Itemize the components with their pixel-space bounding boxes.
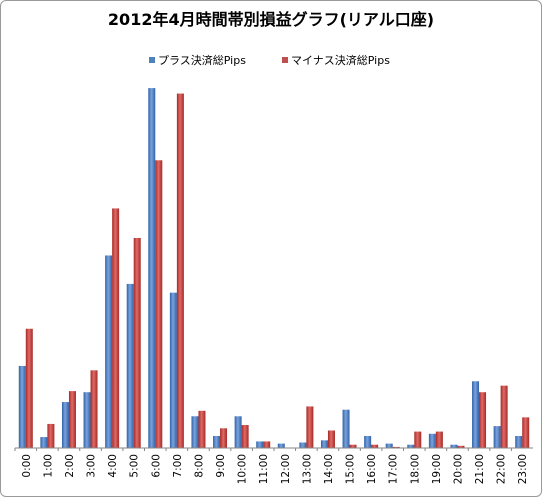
bar-plus-11:00 — [256, 441, 264, 448]
bar-minus-3:00 — [90, 370, 98, 448]
bar-minus-7:00 — [176, 93, 184, 448]
bars-group — [18, 88, 530, 449]
bar-plus-14:00 — [320, 440, 328, 448]
x-tick-label: 22:00 — [496, 454, 508, 484]
bar-minus-20:00 — [457, 445, 465, 448]
bar-plus-15:00 — [342, 409, 350, 448]
bar-minus-15:00 — [349, 444, 357, 448]
bar-plus-2:00 — [61, 402, 69, 448]
bar-plus-4:00 — [105, 255, 113, 448]
bar-minus-17:00 — [392, 446, 400, 448]
legend: プラス決済総Pips マイナス決済総Pips — [149, 53, 390, 67]
x-tick-label: 0:00 — [21, 454, 33, 478]
bar-plus-3:00 — [83, 392, 91, 448]
x-tick-label: 13:00 — [301, 454, 313, 484]
bar-minus-0:00 — [25, 328, 33, 448]
bar-plus-16:00 — [364, 435, 372, 448]
bar-minus-4:00 — [112, 208, 120, 448]
chart-title: 2012年4月時間帯別損益グラフ(リアル口座) — [108, 10, 434, 29]
bar-minus-8:00 — [198, 410, 206, 448]
bar-minus-18:00 — [414, 431, 422, 448]
bar-minus-14:00 — [327, 430, 335, 448]
legend-label-plus: プラス決済総Pips — [158, 53, 246, 67]
x-tick-label: 9:00 — [215, 454, 227, 478]
x-tick-label: 10:00 — [237, 454, 249, 484]
bar-plus-13:00 — [299, 442, 307, 448]
bar-minus-16:00 — [371, 444, 379, 448]
bar-minus-21:00 — [479, 392, 487, 448]
bar-plus-8:00 — [191, 416, 199, 448]
x-tick-label: 6:00 — [150, 454, 162, 478]
bar-plus-12:00 — [277, 443, 285, 448]
bar-minus-10:00 — [241, 425, 249, 448]
bar-minus-11:00 — [263, 441, 271, 448]
legend-swatch-plus — [149, 57, 155, 63]
x-tick-label: 19:00 — [431, 454, 443, 484]
bar-plus-20:00 — [450, 444, 458, 448]
bar-minus-1:00 — [47, 423, 55, 448]
bar-plus-21:00 — [472, 381, 480, 448]
x-tick-label: 14:00 — [323, 454, 335, 484]
x-tick-label: 17:00 — [388, 454, 400, 484]
x-tick-label: 21:00 — [474, 454, 486, 484]
x-tick-label: 5:00 — [129, 454, 141, 478]
x-tick-label: 1:00 — [42, 454, 54, 478]
bar-plus-7:00 — [169, 292, 177, 448]
bar-plus-18:00 — [407, 444, 415, 448]
bar-minus-6:00 — [155, 160, 163, 449]
bar-plus-5:00 — [126, 283, 134, 448]
bar-plus-23:00 — [515, 435, 523, 448]
x-tick-label: 18:00 — [409, 454, 421, 484]
x-tick-label: 2:00 — [64, 454, 76, 478]
bar-plus-6:00 — [148, 88, 156, 448]
x-tick-label: 23:00 — [517, 454, 529, 484]
bar-plus-17:00 — [385, 443, 393, 448]
x-tick-label: 16:00 — [366, 454, 378, 484]
x-tick-label: 4:00 — [107, 454, 119, 478]
bar-plus-0:00 — [18, 365, 26, 448]
x-tick-label: 15:00 — [345, 454, 357, 484]
x-tick-label: 8:00 — [193, 454, 205, 478]
bar-plus-1:00 — [40, 437, 48, 448]
x-tick-label: 3:00 — [86, 454, 98, 478]
bar-minus-9:00 — [220, 428, 228, 448]
bar-plus-10:00 — [234, 416, 242, 448]
bar-plus-19:00 — [428, 433, 436, 448]
legend-label-minus: マイナス決済総Pips — [291, 53, 390, 67]
x-tick-labels: 0:00 1:00 2:00 3:00 4:00 5:00 6:00 7:00 8:00 9:00… — [14, 448, 529, 484]
legend-swatch-minus — [282, 57, 288, 63]
x-tick-label: 20:00 — [452, 454, 464, 484]
bar-plus-22:00 — [493, 426, 501, 448]
bar-minus-5:00 — [133, 237, 141, 448]
bar-plus-9:00 — [213, 435, 221, 448]
bar-minus-22:00 — [500, 385, 508, 448]
x-tick-label: 12:00 — [280, 454, 292, 484]
x-tick-label: 7:00 — [172, 454, 184, 478]
x-tick-label: 11:00 — [258, 454, 270, 484]
bar-minus-13:00 — [306, 406, 314, 448]
bar-minus-23:00 — [522, 417, 530, 448]
bar-minus-2:00 — [68, 391, 76, 448]
bar-minus-19:00 — [435, 431, 443, 448]
